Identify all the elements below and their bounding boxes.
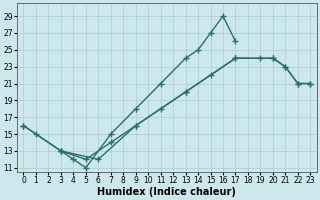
X-axis label: Humidex (Indice chaleur): Humidex (Indice chaleur) — [98, 187, 236, 197]
